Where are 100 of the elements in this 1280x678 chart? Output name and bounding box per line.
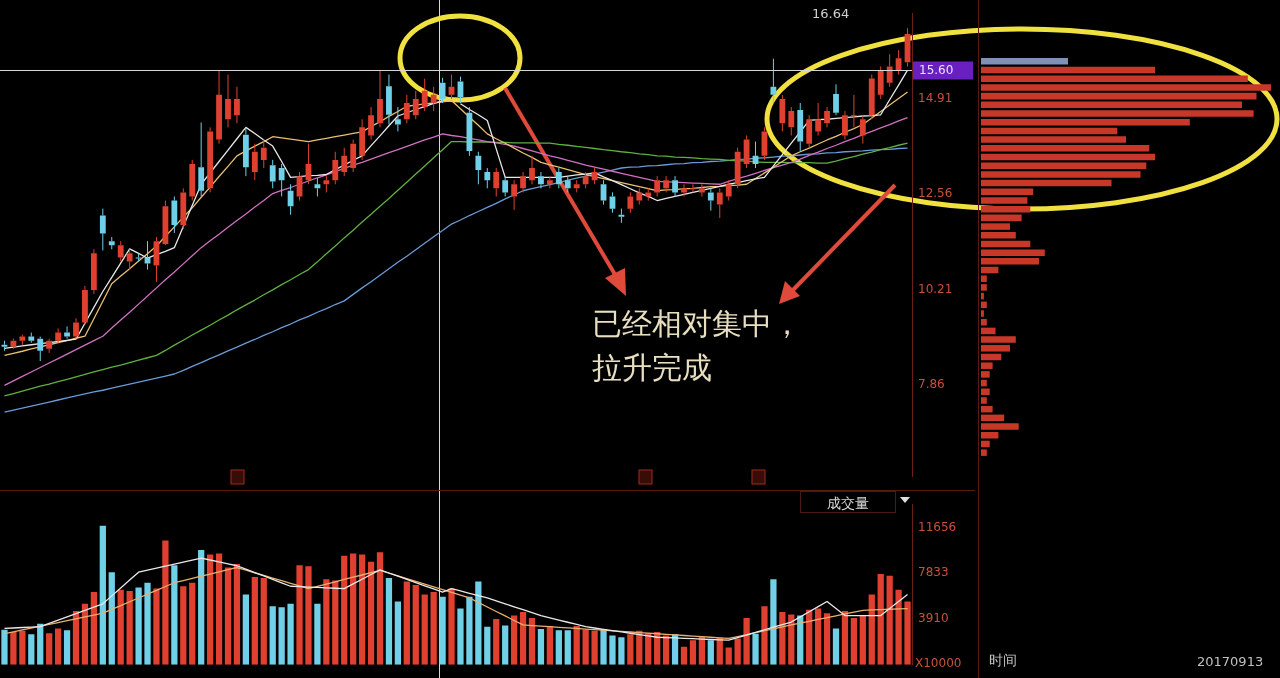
candlestick bbox=[359, 118, 366, 161]
candlestick bbox=[707, 187, 714, 212]
bar bbox=[662, 635, 670, 665]
y-tick-label: 10.21 bbox=[918, 281, 953, 296]
bar bbox=[868, 594, 875, 665]
bar bbox=[564, 630, 571, 665]
candlestick bbox=[868, 74, 875, 120]
bar bbox=[439, 596, 446, 665]
bar bbox=[981, 266, 999, 274]
bar bbox=[403, 581, 410, 665]
bar bbox=[19, 630, 26, 665]
bar bbox=[823, 613, 831, 665]
bar bbox=[358, 554, 366, 665]
bar bbox=[215, 553, 223, 665]
candlestick bbox=[859, 114, 866, 145]
bar bbox=[981, 84, 1271, 91]
bar bbox=[251, 576, 258, 665]
candlestick bbox=[555, 167, 562, 189]
candlestick bbox=[421, 78, 428, 112]
candlestick bbox=[234, 86, 240, 124]
bar bbox=[430, 592, 437, 665]
candlestick bbox=[725, 179, 732, 202]
bar bbox=[981, 188, 1034, 196]
bar bbox=[323, 579, 330, 665]
text: 时间 bbox=[989, 652, 1017, 670]
candlestick bbox=[824, 106, 830, 128]
bar bbox=[981, 371, 990, 378]
bar bbox=[117, 589, 124, 665]
bar bbox=[448, 588, 455, 665]
bar bbox=[144, 582, 151, 665]
bar bbox=[981, 318, 987, 326]
candlestick bbox=[377, 69, 383, 128]
bar bbox=[591, 630, 598, 665]
candlestick bbox=[386, 74, 392, 126]
candlestick bbox=[99, 208, 106, 251]
bar bbox=[981, 301, 987, 309]
candlestick bbox=[64, 325, 70, 340]
candlestick bbox=[207, 126, 214, 193]
bar bbox=[734, 638, 741, 665]
bar bbox=[981, 92, 1257, 100]
candlestick bbox=[681, 183, 687, 197]
bar bbox=[981, 432, 999, 439]
bar bbox=[546, 626, 554, 665]
candlestick bbox=[502, 175, 509, 197]
candlestick bbox=[242, 126, 249, 177]
bar bbox=[502, 625, 509, 665]
bar bbox=[981, 127, 1118, 135]
candlestick bbox=[37, 336, 44, 362]
bar bbox=[385, 578, 393, 665]
bar bbox=[707, 640, 714, 665]
bar bbox=[981, 405, 993, 413]
candlestick bbox=[117, 240, 124, 262]
bar bbox=[627, 634, 634, 665]
bar bbox=[108, 572, 115, 665]
bar bbox=[1, 629, 8, 665]
candlestick bbox=[645, 187, 652, 202]
candlestick bbox=[251, 143, 258, 181]
candlestick bbox=[663, 175, 670, 193]
candlestick bbox=[90, 248, 97, 295]
bar bbox=[28, 634, 35, 665]
bar bbox=[63, 630, 71, 665]
y-axis-title: X10000 bbox=[915, 656, 962, 670]
bar bbox=[528, 617, 536, 665]
bar bbox=[981, 310, 984, 317]
bar bbox=[269, 606, 276, 665]
candlestick bbox=[842, 110, 848, 141]
bar bbox=[877, 573, 884, 665]
annotation: 已经相对集中， bbox=[592, 305, 802, 343]
bar bbox=[314, 603, 321, 665]
bar bbox=[981, 101, 1242, 109]
bar bbox=[981, 449, 987, 456]
bar bbox=[981, 232, 1016, 239]
bar bbox=[814, 608, 822, 665]
bar bbox=[752, 633, 759, 665]
bar bbox=[981, 205, 1031, 213]
y-tick-label: 3910 bbox=[918, 611, 949, 626]
bar bbox=[841, 610, 849, 665]
candlestick bbox=[564, 175, 571, 193]
bar bbox=[981, 327, 996, 335]
bar bbox=[609, 635, 616, 665]
candlestick bbox=[788, 106, 795, 136]
bar bbox=[484, 626, 491, 665]
bar bbox=[981, 275, 987, 282]
candlestick bbox=[573, 179, 580, 193]
bar bbox=[37, 623, 44, 665]
chart-title: 成交量 bbox=[800, 491, 896, 513]
bar bbox=[981, 345, 1010, 352]
candlestick bbox=[126, 248, 133, 271]
candlestick bbox=[538, 171, 544, 189]
bar bbox=[573, 626, 580, 665]
bar bbox=[510, 615, 518, 665]
bar bbox=[99, 525, 106, 665]
bar bbox=[770, 579, 777, 665]
candlestick bbox=[198, 122, 205, 197]
bar bbox=[180, 586, 187, 665]
ref-line-label: 15.60 bbox=[919, 62, 954, 77]
bar bbox=[981, 58, 1068, 65]
bar bbox=[981, 336, 1016, 343]
candlestick bbox=[28, 332, 35, 344]
bar bbox=[189, 582, 196, 665]
